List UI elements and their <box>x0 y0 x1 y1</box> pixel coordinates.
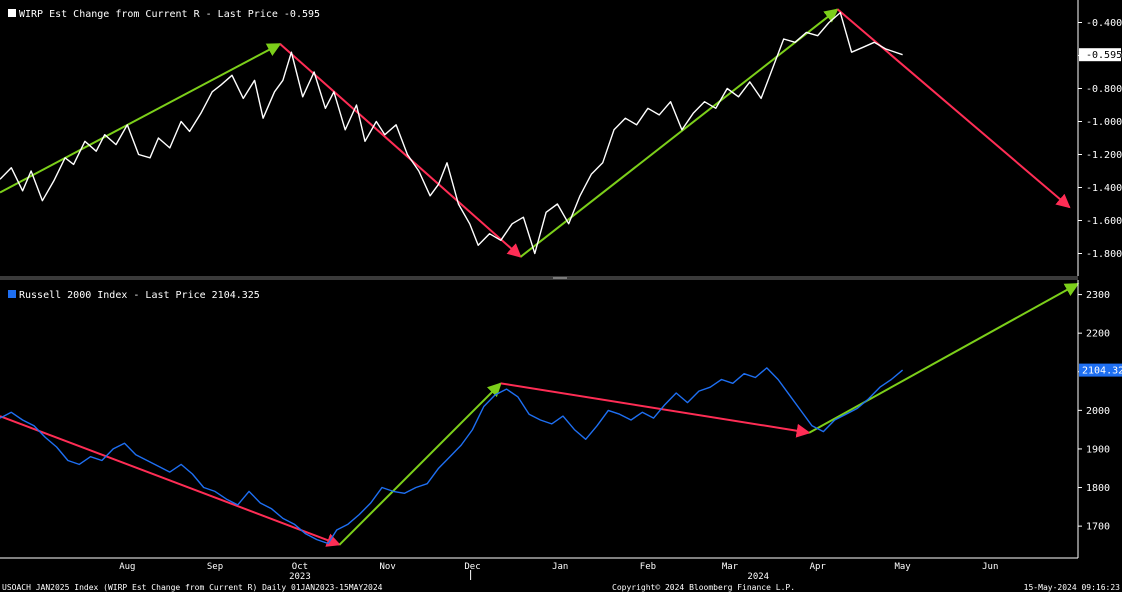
wirp-legend: WIRP Est Change from Current R - Last Pr… <box>8 9 320 20</box>
x-tick-label: Dec <box>464 562 480 572</box>
russell-trend-arrows <box>0 282 1080 547</box>
russell-panel: 2300220021002000190018001700 Russell 200… <box>0 280 1122 558</box>
x-year-label: 2023 <box>289 572 311 582</box>
x-tick-label: Apr <box>810 562 827 572</box>
russell-y-tick-label: 2000 <box>1086 406 1110 417</box>
x-tick-label: Feb <box>640 562 656 572</box>
wirp-uptrend-arrow <box>0 43 282 194</box>
wirp-y-axis: -0.400-0.600-0.800-1.000-1.200-1.400-1.6… <box>1077 0 1122 276</box>
russell-uptrend-arrow <box>338 382 502 546</box>
russell-legend-text: Russell 2000 Index - Last Price 2104.325 <box>19 290 260 301</box>
russell-downtrend-arrow <box>500 382 811 438</box>
russell-last-value-box: 2104.325 <box>1079 363 1122 377</box>
x-tick-label: May <box>894 562 911 572</box>
x-tick-label: Oct <box>292 562 308 572</box>
russell-y-tick-label: 2200 <box>1086 329 1110 340</box>
x-axis: Aug Sep Oct Nov Dec Jan Feb Mar Apr May Jun 2023 202… <box>0 557 1078 582</box>
wirp-last-value-bg <box>1079 48 1121 62</box>
russell-series-line <box>0 367 904 545</box>
wirp-y-tick-label: -0.800 <box>1086 84 1122 95</box>
x-tick-label: Jun <box>982 562 998 572</box>
russell-uptrend-arrow <box>808 282 1080 434</box>
russell-y-tick-label: 1700 <box>1086 522 1110 533</box>
x-tick-label: Aug <box>119 562 135 572</box>
wirp-downtrend-arrow <box>279 43 522 258</box>
wirp-trend-arrows <box>0 8 1071 258</box>
russell-y-tick-label: 1900 <box>1086 444 1110 455</box>
russell-y-tick-label: 1800 <box>1086 483 1110 494</box>
footer-timestamp: 15-May-2024 09:16:23 <box>1024 583 1121 592</box>
x-year-label: 2024 <box>747 572 769 582</box>
footer-left: USOACH JAN2025 Index (WIRP Est Change fr… <box>2 583 383 592</box>
russell-y-tick-label: 2300 <box>1086 290 1110 301</box>
russell-last-value-label: 2104.325 <box>1082 366 1122 377</box>
wirp-legend-swatch <box>8 9 16 17</box>
wirp-panel: -0.400-0.600-0.800-1.000-1.200-1.400-1.6… <box>0 0 1122 276</box>
wirp-series <box>0 11 903 255</box>
x-tick-label: Sep <box>207 562 223 572</box>
footer: USOACH JAN2025 Index (WIRP Est Change fr… <box>2 583 1120 592</box>
russell-last-value-bg <box>1079 363 1122 377</box>
x-tick-label: Nov <box>379 562 395 572</box>
russell-downtrend-arrow <box>0 415 341 547</box>
wirp-last-value-box: -0.595 <box>1079 48 1122 62</box>
x-tick-label: Mar <box>722 562 739 572</box>
wirp-uptrend-arrow <box>519 8 839 258</box>
wirp-downtrend-arrow <box>836 8 1071 209</box>
russell-y-axis: 2300220021002000190018001700 <box>1077 280 1110 558</box>
x-tick-label: Jan <box>552 562 568 572</box>
russell-legend-swatch <box>8 290 16 298</box>
wirp-series-line <box>0 11 903 255</box>
panel-divider[interactable] <box>0 276 1078 280</box>
panel-divider-handle[interactable] <box>553 277 567 279</box>
wirp-y-tick-label: -1.200 <box>1086 150 1122 161</box>
russell-series <box>0 367 904 545</box>
wirp-y-tick-label: -0.400 <box>1086 18 1122 29</box>
wirp-y-tick-label: -1.600 <box>1086 216 1122 227</box>
wirp-legend-text: WIRP Est Change from Current R - Last Pr… <box>19 9 320 20</box>
footer-copyright: Copyright© 2024 Bloomberg Finance L.P. <box>612 583 795 592</box>
russell-legend: Russell 2000 Index - Last Price 2104.325 <box>8 290 260 301</box>
wirp-y-tick-label: -1.800 <box>1086 249 1122 260</box>
wirp-last-value-label: -0.595 <box>1086 50 1122 61</box>
wirp-y-tick-label: -1.400 <box>1086 183 1122 194</box>
wirp-y-tick-label: -1.000 <box>1086 117 1122 128</box>
